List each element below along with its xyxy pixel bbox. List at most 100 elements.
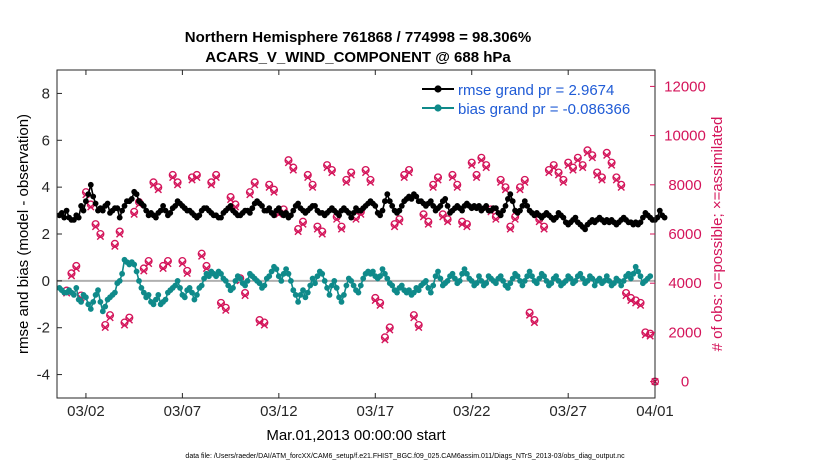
rmse-point	[114, 205, 121, 212]
bias-point	[536, 275, 543, 282]
rmse-point	[413, 193, 420, 200]
bias-point	[242, 282, 249, 289]
bias-point	[90, 299, 97, 305]
obs-assimilated-marker	[347, 171, 355, 179]
obs-assimilated-marker	[111, 242, 119, 250]
obs-assimilated-marker	[144, 259, 153, 268]
bias-point	[304, 289, 311, 296]
obs-assimilated-marker	[246, 190, 254, 199]
obs-assimilated-marker	[588, 154, 597, 162]
rmse-point	[63, 207, 70, 214]
x-tick-label: 03/12	[260, 403, 298, 420]
rmse-point	[172, 203, 179, 209]
bias-point	[131, 261, 138, 268]
obs-assimilated-marker	[506, 225, 515, 233]
rmse-point	[408, 196, 415, 202]
bias-point	[483, 280, 490, 287]
bias-point	[97, 299, 104, 305]
bias-point	[181, 294, 188, 301]
bias-point	[350, 282, 357, 289]
obs-assimilated-marker	[603, 151, 611, 159]
obs-assimilated-marker	[516, 186, 524, 194]
right-axis-label: # of obs: o=possible; ×=assimilated	[709, 117, 726, 352]
bias-point	[338, 299, 345, 305]
obs-assimilated-marker	[617, 183, 625, 191]
rmse-point	[444, 203, 451, 209]
rmse-point	[396, 207, 403, 214]
bias-point	[145, 292, 152, 298]
rmse-point	[476, 203, 482, 209]
x-tick-label: 03/22	[453, 403, 491, 420]
bias-point	[326, 292, 333, 298]
obs-assimilated-marker	[289, 166, 298, 174]
rmse-point	[386, 198, 393, 205]
right-tick-label: 4000	[668, 275, 701, 292]
rmse-point	[505, 196, 511, 202]
legend-box	[418, 76, 646, 124]
rmse-point	[196, 212, 203, 219]
rmse-point	[654, 214, 661, 221]
obs-assimilated-marker	[270, 188, 278, 196]
right-tick-label: 6000	[668, 226, 701, 243]
rmse-point	[128, 196, 135, 202]
bias-point	[444, 278, 451, 284]
rmse-point	[372, 203, 379, 209]
rmse-point	[560, 214, 567, 221]
left-tick-label: 8	[42, 85, 50, 102]
rmse-point	[99, 207, 106, 214]
bias-point	[295, 299, 301, 305]
left-tick-label: 6	[42, 132, 50, 149]
rmse-point	[83, 198, 89, 205]
obs-assimilated-marker	[72, 264, 80, 273]
rmse-point	[227, 203, 234, 209]
obs-assimilated-marker	[318, 230, 326, 238]
obs-assimilated-marker	[472, 173, 481, 182]
rmse-point	[336, 212, 342, 219]
bias-point	[406, 287, 412, 294]
bias-point	[177, 285, 183, 291]
bias-point	[625, 270, 632, 277]
bias-point	[292, 292, 299, 298]
bias-point	[606, 278, 613, 284]
obs-assimilated-marker	[164, 259, 172, 268]
bias-point	[519, 282, 526, 289]
rmse-point	[167, 210, 174, 216]
rmse-point	[249, 205, 256, 212]
obs-assimilated-marker	[67, 272, 76, 280]
obs-assimilated-marker	[361, 168, 370, 177]
obs-assimilated-marker	[501, 186, 510, 194]
bias-point	[71, 292, 77, 298]
rmse-point	[290, 207, 297, 214]
bias-point	[357, 282, 364, 289]
bias-point	[630, 270, 637, 277]
bias-point	[577, 270, 584, 277]
data-file-footer: data file: /Users/raeder/DAI/ATM_forcXX/…	[185, 453, 625, 460]
right-tick-label: 0	[681, 374, 689, 391]
rmse-point	[116, 214, 123, 221]
bias-point	[541, 273, 547, 280]
bias-point	[297, 292, 304, 298]
left-tick-label: 0	[42, 273, 50, 290]
obs-assimilated-marker	[521, 178, 529, 187]
bias-point	[153, 296, 159, 303]
obs-assimilated-marker	[540, 225, 548, 233]
rmse-point	[71, 217, 77, 223]
bias-point	[232, 278, 239, 284]
obs-assimilated-marker	[381, 336, 389, 344]
rmse-point	[350, 210, 357, 216]
bias-point	[533, 280, 540, 287]
rmse-point	[140, 203, 147, 209]
bias-point	[603, 273, 610, 280]
bias-point	[584, 278, 591, 284]
bias-point	[601, 278, 608, 284]
obs-assimilated-marker	[299, 220, 307, 228]
legend-bias-marker	[434, 104, 442, 112]
bias-point	[87, 306, 94, 312]
bias-point	[321, 278, 328, 284]
bias-point	[85, 301, 92, 308]
right-tick-label: 10000	[664, 128, 706, 145]
rmse-point	[442, 196, 449, 202]
obs-assimilated-marker	[511, 215, 519, 223]
legend-rmse-marker	[434, 85, 442, 93]
bias-point	[567, 275, 574, 282]
